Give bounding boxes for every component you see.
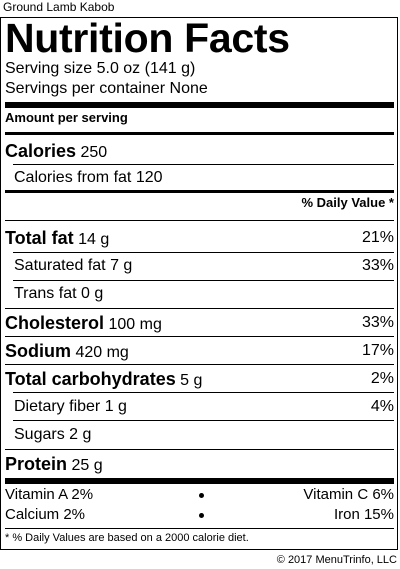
nutrient-percent: 33%	[362, 312, 394, 334]
nutrient-value: 14 g	[78, 231, 109, 248]
nutrient-row-dietary-fiber: Dietary fiber 1 g 4%	[14, 396, 394, 418]
nutrient-row-total-fat: Total fat 14 g 21%	[5, 227, 394, 249]
nutrient-label: Dietary fiber 1 g	[14, 398, 127, 415]
calories-row: Calories 250	[5, 140, 394, 162]
calories-value: 250	[81, 144, 108, 161]
calories-from-fat: Calories from fat 120	[14, 169, 163, 186]
divider	[5, 336, 394, 337]
item-name: Ground Lamb Kabob	[3, 0, 114, 14]
thick-divider	[5, 478, 394, 484]
servings-per-container: Servings per container None	[5, 79, 208, 98]
divider	[5, 220, 394, 221]
nutrient-row-total-carbohydrates: Total carbohydrates 5 g 2%	[5, 368, 394, 390]
nutrient-value: 420 mg	[75, 344, 128, 361]
divider	[13, 252, 394, 253]
nutrient-row-sugars: Sugars 2 g	[14, 424, 394, 446]
nutrient-row-sodium: Sodium 420 mg 17%	[5, 340, 394, 362]
nutrient-percent: 33%	[362, 255, 394, 277]
nutrient-row-trans-fat: Trans fat 0 g	[14, 283, 394, 305]
medium-divider	[5, 190, 394, 193]
nutrient-label: Saturated fat 7 g	[14, 257, 132, 274]
nutrient-row-saturated-fat: Saturated fat 7 g 33%	[14, 255, 394, 277]
bullet-icon	[199, 513, 204, 518]
daily-value-header: % Daily Value *	[302, 195, 395, 211]
nutrient-percent: 2%	[371, 368, 394, 390]
calories-from-fat-row: Calories from fat 120	[14, 167, 394, 189]
nutrient-label: Sugars 2 g	[14, 426, 91, 443]
bullet-icon	[199, 493, 204, 498]
nutrient-row-protein: Protein 25 g	[5, 453, 394, 475]
nutrient-percent: 21%	[362, 227, 394, 249]
vitamin-c: Vitamin C 6%	[303, 486, 394, 504]
nutrient-value: 100 mg	[108, 316, 161, 333]
medium-divider	[5, 132, 394, 135]
divider	[5, 449, 394, 450]
nutrient-label: Sodium	[5, 341, 71, 361]
vitamin-a: Vitamin A 2%	[5, 486, 93, 504]
nutrient-label: Total carbohydrates	[5, 369, 176, 389]
amount-per-serving: Amount per serving	[5, 110, 128, 126]
divider	[5, 364, 394, 365]
nutrient-label: Trans fat 0 g	[14, 285, 103, 302]
nutrient-label: Protein	[5, 454, 67, 474]
iron: Iron 15%	[334, 506, 394, 524]
serving-size: Serving size 5.0 oz (141 g)	[5, 59, 195, 78]
footnote: * % Daily Values are based on a 2000 cal…	[5, 532, 249, 545]
divider	[13, 164, 394, 165]
nutrient-percent: 17%	[362, 340, 394, 362]
thick-divider	[5, 102, 394, 108]
divider	[5, 308, 394, 309]
divider	[5, 528, 394, 529]
nutrient-value: 25 g	[71, 457, 102, 474]
nutrient-label: Cholesterol	[5, 313, 104, 333]
copyright: © 2017 MenuTrinfo, LLC	[277, 554, 397, 567]
calories-label: Calories	[5, 141, 76, 161]
nutrient-row-cholesterol: Cholesterol 100 mg 33%	[5, 312, 394, 334]
nutrient-label: Total fat	[5, 228, 74, 248]
divider	[13, 392, 394, 393]
divider	[13, 280, 394, 281]
label-title: Nutrition Facts	[5, 16, 290, 60]
nutrient-percent: 4%	[371, 396, 394, 418]
divider	[13, 420, 394, 421]
nutrient-value: 5 g	[180, 372, 202, 389]
calcium: Calcium 2%	[5, 506, 85, 524]
